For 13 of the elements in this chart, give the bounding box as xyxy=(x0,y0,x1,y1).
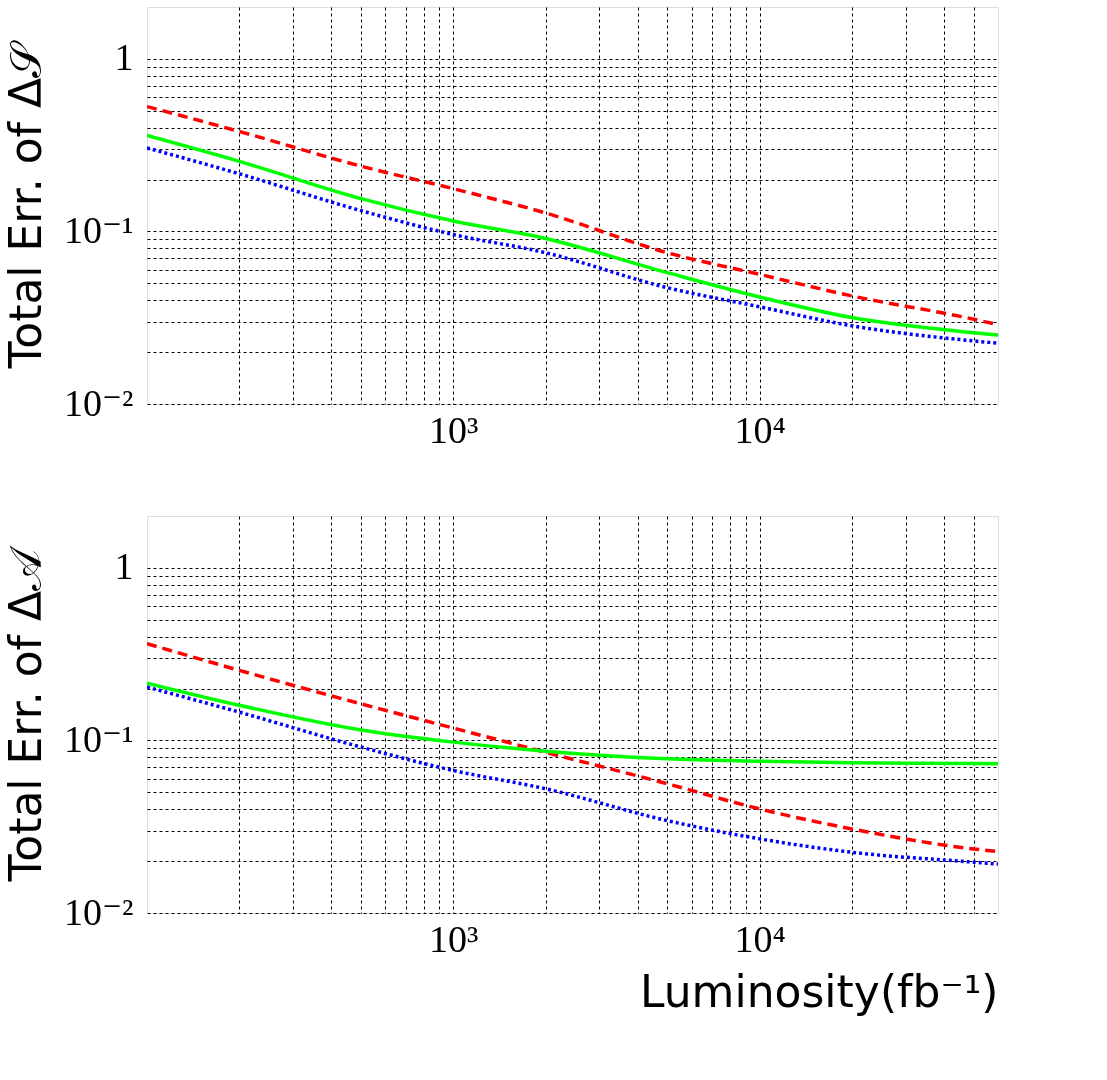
x-tick-label: 10³ xyxy=(429,408,479,451)
x-tick-label: 10⁴ xyxy=(734,917,786,960)
x-tick-label: 10⁴ xyxy=(734,408,786,451)
y-tick-label: 10⁻¹ xyxy=(64,717,134,760)
y-tick-label: 10⁻² xyxy=(64,381,134,424)
y-axis-title: Total Err. of Δ𝒮 xyxy=(0,39,52,370)
x-axis-title: Luminosity(fb⁻¹) xyxy=(639,965,999,1017)
y-tick-label: 1 xyxy=(114,545,134,588)
x-tick-label: 10³ xyxy=(429,917,479,960)
y-tick-label: 10⁻¹ xyxy=(64,208,134,251)
y-tick-label: 1 xyxy=(114,36,134,79)
y-axis-title: Total Err. of Δ𝒜 xyxy=(0,544,52,883)
y-tick-label: 10⁻² xyxy=(64,890,134,933)
